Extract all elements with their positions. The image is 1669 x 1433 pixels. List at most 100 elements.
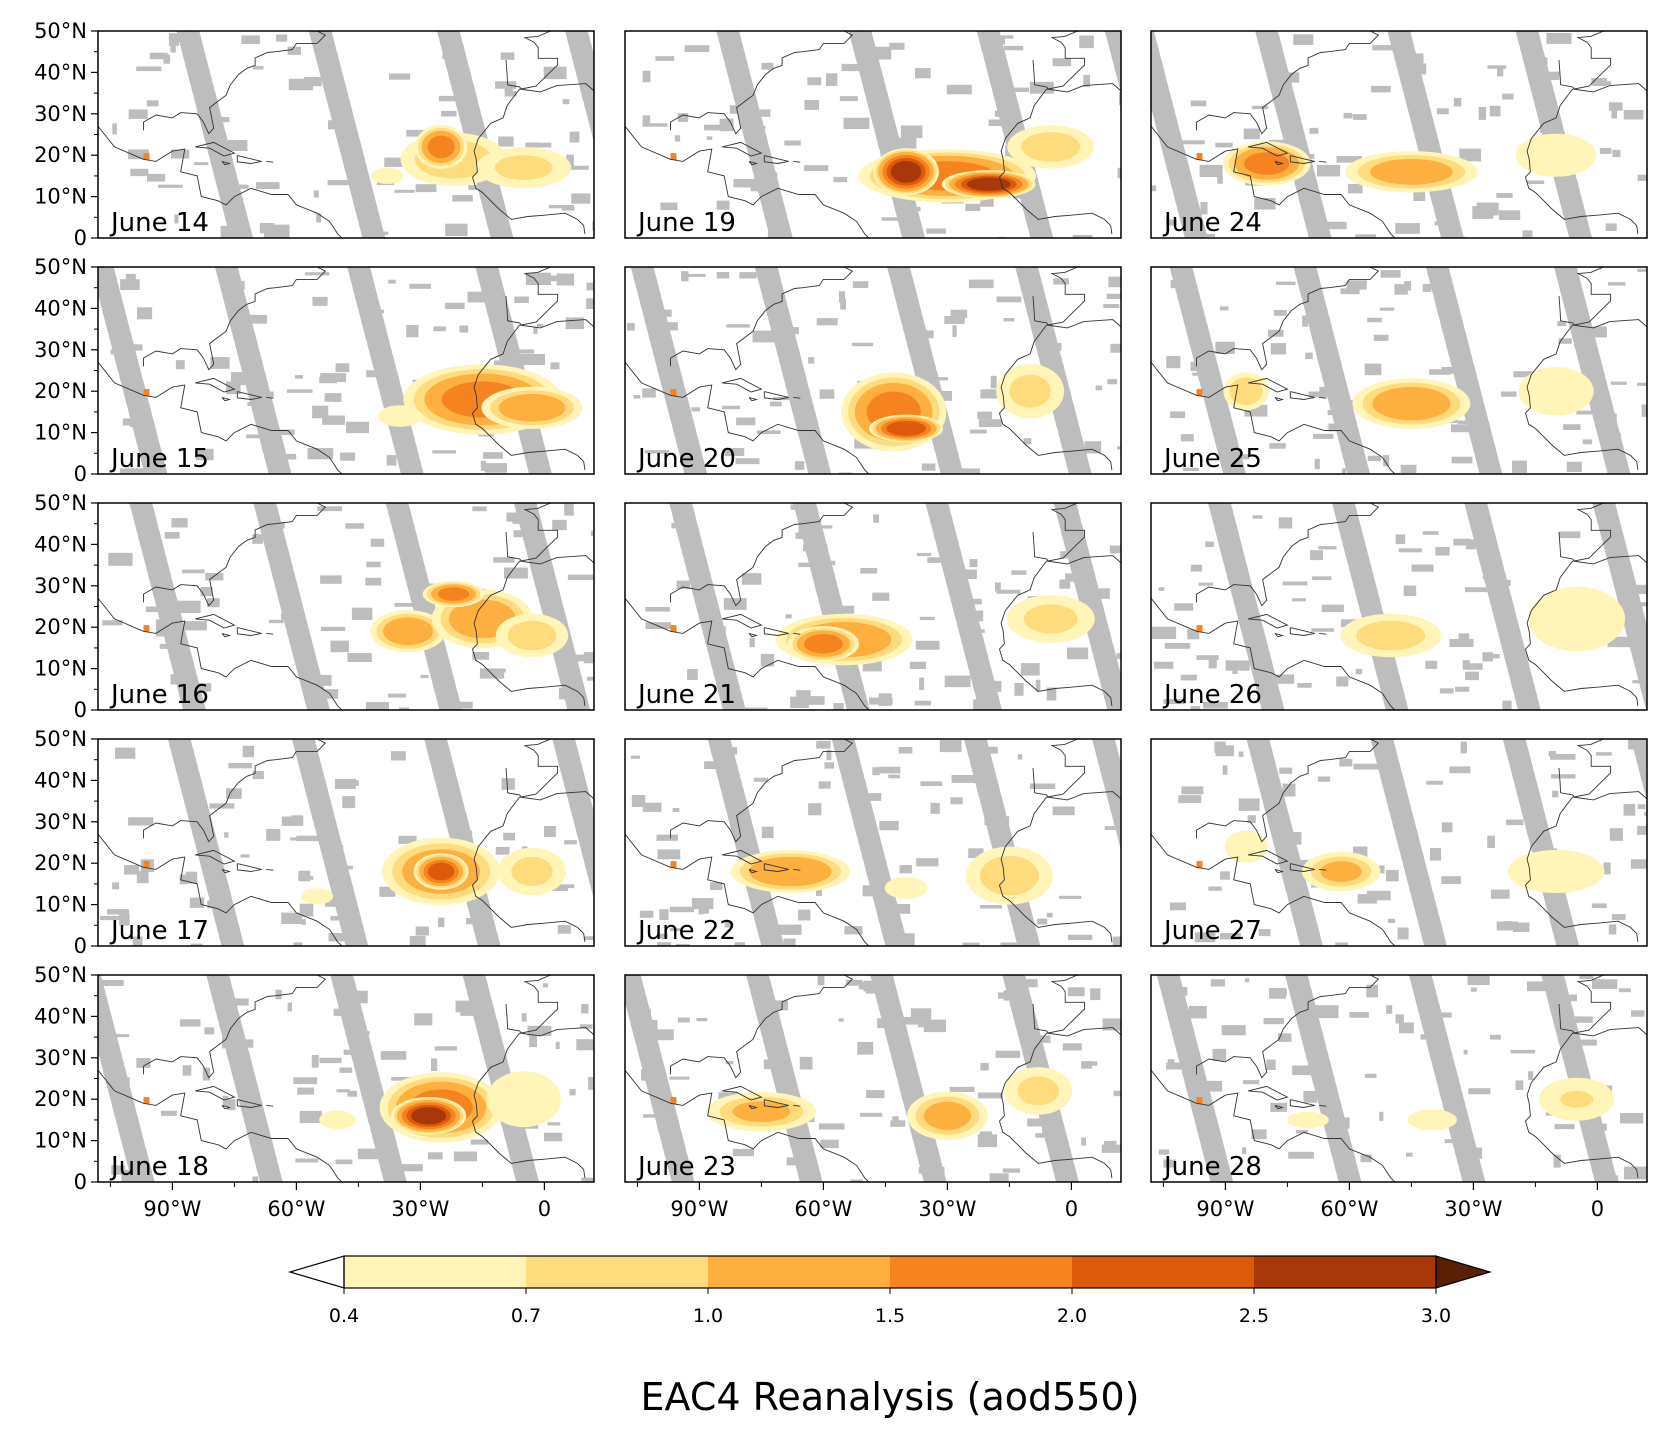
aod-contour (1528, 586, 1626, 652)
aod-hotspot (143, 1097, 150, 1105)
nodata-patch (944, 675, 971, 688)
nodata-patch (1554, 1124, 1575, 1130)
nodata-patch (1646, 309, 1647, 322)
nodata-patch (1569, 994, 1577, 1002)
nodata-patch (917, 1015, 924, 1028)
nodata-patch (1003, 318, 1015, 322)
lat-tick-label: 30°N (34, 102, 87, 126)
nodata-patch (1497, 65, 1504, 77)
nodata-patch (704, 761, 717, 769)
nodata-patch (246, 434, 266, 439)
nodata-patch (1389, 702, 1405, 710)
lon-tick-label: 30°W (918, 1197, 976, 1221)
nodata-patch (110, 349, 132, 355)
coastline (1032, 31, 1086, 90)
nodata-patch (1613, 516, 1619, 524)
nodata-patch (304, 272, 330, 276)
nodata-patch (1411, 564, 1434, 572)
nodata-patch (1191, 234, 1215, 237)
nodata-patch (752, 330, 777, 343)
nodata-patch (820, 1139, 839, 1149)
nodata-patch (1048, 343, 1062, 351)
nodata-patch (1079, 35, 1094, 49)
nodata-patch (760, 653, 775, 667)
nodata-patch (511, 91, 517, 97)
panel-date-label: June 26 (1162, 680, 1262, 710)
nodata-patch (406, 324, 419, 338)
nodata-patch (1208, 886, 1222, 891)
aod-hotspot (670, 861, 677, 869)
nodata-patch (1597, 1175, 1619, 1182)
nodata-patch (642, 115, 651, 124)
nodata-patch (1591, 326, 1607, 338)
nodata-patch (1014, 683, 1024, 696)
nodata-patch (1274, 310, 1287, 316)
coastline (1151, 833, 1396, 946)
nodata-patch (798, 909, 811, 921)
nodata-patch (826, 73, 838, 86)
nodata-patch (1623, 110, 1644, 120)
nodata-patch (460, 1005, 484, 1016)
nodata-patch (293, 1077, 318, 1085)
nodata-patch (979, 1131, 992, 1137)
nodata-patch (562, 99, 570, 105)
aod-contour (427, 135, 455, 159)
nodata-patch (1288, 127, 1303, 140)
nodata-patch (1355, 668, 1363, 675)
nodata-patch (442, 51, 455, 59)
nodata-patch (939, 740, 962, 753)
nodata-patch (1542, 71, 1560, 80)
nodata-patch (1269, 443, 1286, 449)
nodata-patch (946, 84, 972, 95)
nodata-patch (438, 917, 445, 928)
nodata-patch (579, 1024, 593, 1029)
lat-tick-label: 40°N (34, 60, 87, 84)
nodata-patch (1540, 57, 1548, 67)
coastline (793, 160, 801, 163)
nodata-patch (146, 100, 159, 107)
nodata-patch (1461, 1147, 1483, 1159)
nodata-patch (868, 793, 882, 801)
nodata-patch (1502, 700, 1512, 710)
nodata-patch (921, 463, 936, 471)
nodata-patch (1103, 1140, 1117, 1152)
coastline (670, 503, 854, 607)
nodata-patch (122, 418, 132, 426)
coastline (1151, 1069, 1396, 1182)
nodata-patch (1308, 154, 1315, 159)
nodata-patch (783, 938, 796, 946)
nodata-swath (1408, 975, 1486, 1182)
nodata-patch (761, 826, 774, 839)
nodata-patch (818, 781, 831, 789)
nodata-patch (627, 323, 635, 331)
coastline (266, 396, 274, 399)
nodata-patch (731, 747, 738, 755)
nodata-patch (899, 865, 912, 874)
nodata-patch (1003, 990, 1018, 1001)
nodata-patch (252, 770, 264, 780)
coastline (519, 791, 594, 801)
nodata-patch (1210, 979, 1225, 987)
nodata-patch (1449, 766, 1471, 774)
nodata-patch (1482, 575, 1496, 579)
nodata-patch (409, 935, 426, 946)
nodata-patch (111, 1165, 125, 1175)
nodata-patch (1098, 588, 1110, 599)
nodata-patch (857, 1042, 874, 1055)
nodata-patch (287, 389, 313, 393)
nodata-patch (1513, 371, 1537, 378)
nodata-patch (1196, 655, 1219, 660)
map-panel: June 19 (624, 30, 1122, 239)
lat-tick-label: 0 (74, 462, 87, 486)
nodata-patch (1194, 932, 1216, 943)
lat-tick-label: 50°N (34, 255, 87, 279)
nodata-patch (190, 943, 203, 946)
nodata-patch (1326, 221, 1347, 230)
nodata-patch (434, 1046, 457, 1051)
aod-contour (383, 617, 433, 646)
lat-tick-label: 40°N (34, 768, 87, 792)
nodata-patch (1306, 199, 1320, 208)
coastline (670, 739, 854, 843)
nodata-patch (1346, 280, 1367, 290)
nodata-patch (1425, 660, 1438, 669)
